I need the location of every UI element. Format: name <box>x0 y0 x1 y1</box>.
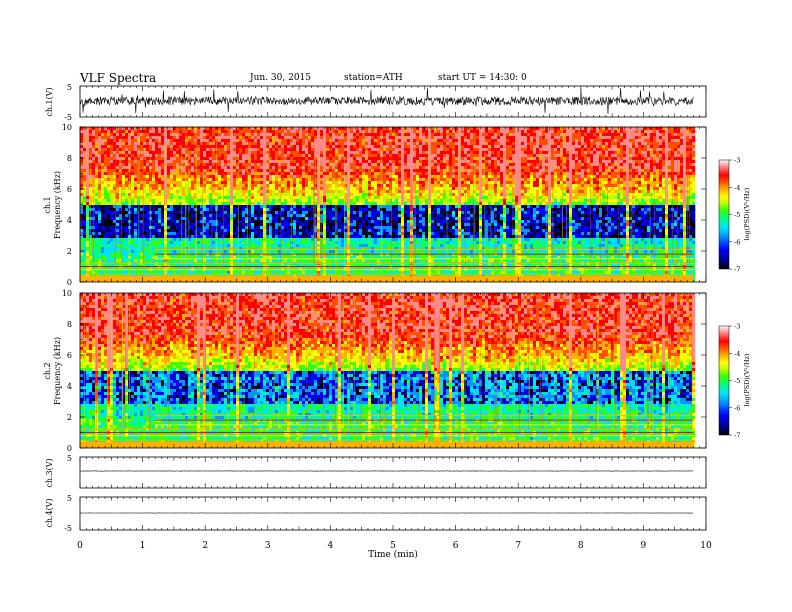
spectrogram-ytick-label: 10 <box>62 123 72 132</box>
colorbar-tick-label: -7 <box>734 432 740 440</box>
spectrogram-ytick-label: 4 <box>67 382 72 391</box>
spectrogram-ytick-label: 4 <box>67 216 72 225</box>
colorbar-tick-label: -6 <box>734 404 740 412</box>
station-label: station=ATH <box>344 73 403 83</box>
x-tick-labels: 0 1 2 3 4 5 6 7 8 9 10 <box>77 541 712 551</box>
colorbar-tick-label: -4 <box>734 350 740 358</box>
x-tick-label: 7 <box>515 541 521 551</box>
spectrogram-ytick-label: 8 <box>67 154 72 163</box>
ch2-colorbar-ticks: -3 -4 -5 -6 -7 <box>729 323 740 440</box>
x-tick-label: 4 <box>328 541 334 551</box>
spectrogram-ytick-label: 0 <box>67 278 72 287</box>
x-tick-label: 0 <box>77 541 83 551</box>
ch1-colorbar-label: log(PSD)(V²/Hz) <box>743 187 751 240</box>
colorbar-tick-label: -3 <box>734 323 740 331</box>
colorbar-tick-label: -3 <box>734 157 740 165</box>
ch3-waveform-ylabel: ch.3(V) <box>45 458 54 487</box>
spectrogram-ytick-label: 0 <box>67 444 72 453</box>
start-time-label: start UT = 14:30: 0 <box>438 73 527 83</box>
ch4-waveform-ylabel: ch.4(V) <box>45 498 54 527</box>
x-tick-label: 3 <box>265 541 271 551</box>
ch1-spectrogram-ylabel: Frequency (kHz) <box>53 171 62 239</box>
spectrogram-ytick-label: 8 <box>67 320 72 329</box>
colorbar-tick-label: -5 <box>734 377 740 385</box>
x-tick-label: 2 <box>202 541 208 551</box>
ch2-colorbar <box>718 325 730 436</box>
x-axis-label: Time (min) <box>368 549 418 560</box>
ch3-waveform-panel: 5 ch.3(V) <box>45 454 707 489</box>
x-tick-label: 6 <box>453 541 459 551</box>
ch4-waveform-panel: 5 -5 ch.4(V) <box>45 494 707 533</box>
spectrogram-ytick-label: 2 <box>67 413 72 422</box>
ch1-ytick-top: 5 <box>67 83 72 92</box>
ch1-colorbar <box>718 159 730 270</box>
ch2-spectrogram-image <box>80 293 696 448</box>
spectrogram-ytick-label: 10 <box>62 289 72 298</box>
ch2-colorbar-label: log(PSD)(V²/Hz) <box>743 353 751 406</box>
x-tick-label: 5 <box>390 541 396 551</box>
colorbar-tick-label: -5 <box>734 211 740 219</box>
ch3-waveform-trace <box>79 470 694 472</box>
colorbar-tick-label: -6 <box>734 238 740 246</box>
colorbar-tick-label: -7 <box>734 266 740 274</box>
ch1-spectrogram-yticks: 0 2 4 6 8 10 <box>62 123 706 287</box>
ch1-waveform-trace <box>79 87 694 115</box>
ch4-ytick-top: 5 <box>67 494 72 503</box>
ch1-waveform-panel: 5 -5 ch.1(V) <box>45 83 707 122</box>
figure-title: VLF Spectra <box>80 71 156 85</box>
spectrogram-ytick-label: 2 <box>67 247 72 256</box>
ch3-waveform-frame <box>79 456 707 489</box>
ch1-spectrogram-channel-label: ch.1 <box>43 196 52 213</box>
ch2-spectrogram-ylabel: Frequency (kHz) <box>53 337 62 405</box>
date-label: Jun. 30, 2015 <box>250 73 311 83</box>
ch4-ytick-bottom: -5 <box>64 524 72 533</box>
x-tick-label: 8 <box>578 541 584 551</box>
x-tick-label: 1 <box>140 541 146 551</box>
spectrogram-ytick-label: 6 <box>67 185 72 194</box>
ch2-spectrogram-yticks: 0 2 4 6 8 10 <box>62 289 706 453</box>
ch3-ytick-top: 5 <box>67 454 72 463</box>
x-tick-marks <box>79 86 707 530</box>
spectrogram-ytick-label: 6 <box>67 351 72 360</box>
x-tick-label: 10 <box>700 541 712 551</box>
colorbar-tick-label: -4 <box>734 184 740 192</box>
ch1-colorbar-ticks: -3 -4 -5 -6 -7 <box>729 157 740 274</box>
ch1-ytick-bottom: -5 <box>64 113 72 122</box>
ch1-spectrogram-image <box>80 127 696 282</box>
ch2-spectrogram-channel-label: ch.2 <box>43 362 52 379</box>
ch1-waveform-ylabel: ch.1(V) <box>45 87 54 116</box>
x-tick-label: 9 <box>641 541 647 551</box>
